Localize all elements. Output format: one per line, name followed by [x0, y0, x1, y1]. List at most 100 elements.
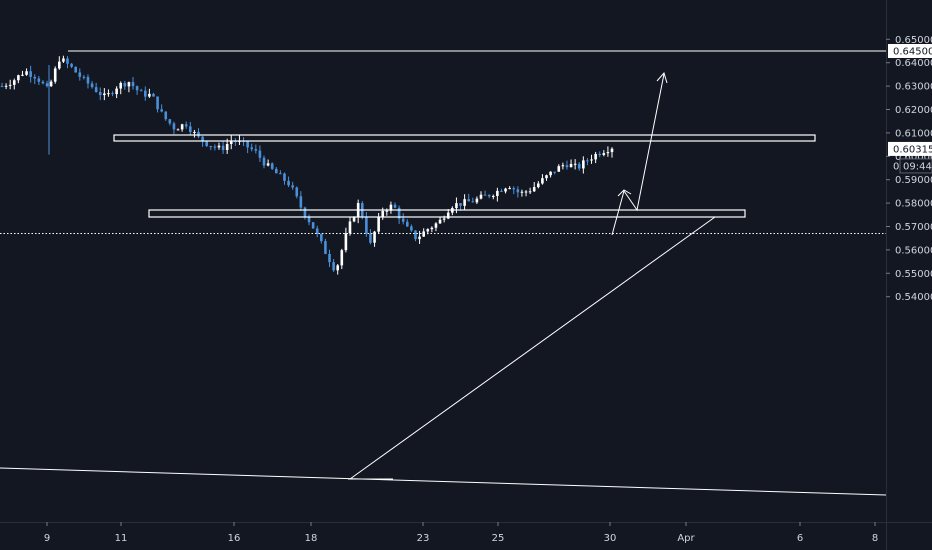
time-tick-label: 6 [797, 533, 803, 544]
candle-body [66, 58, 69, 64]
candle-body [426, 229, 430, 232]
candle-body [389, 204, 393, 211]
candle-body [594, 153, 597, 160]
candle-body [82, 76, 86, 78]
candle-body [123, 82, 127, 87]
candle-body [590, 159, 593, 161]
candle-body [446, 212, 450, 219]
candle-body [344, 233, 348, 251]
candle-body [58, 61, 61, 69]
candle-body [17, 75, 20, 81]
candle-body [602, 153, 606, 155]
candle-body [414, 230, 417, 240]
candle-body [291, 185, 294, 188]
candle-body [21, 74, 24, 76]
candle-body [299, 196, 303, 208]
candle-body [221, 145, 225, 150]
candle-body [37, 78, 41, 82]
candle-body [586, 160, 589, 162]
time-tick-label: 25 [492, 533, 505, 544]
candle-body [352, 217, 356, 222]
projection-path [611, 73, 665, 236]
candle-body [225, 144, 229, 150]
candle-body [303, 207, 307, 217]
candle-body [197, 131, 200, 137]
candle-body [541, 178, 544, 184]
candle-body [217, 145, 221, 148]
current-price-tag-bg [888, 141, 932, 156]
candle-body [78, 72, 82, 77]
candle-body [406, 221, 409, 227]
candle-body [369, 233, 372, 243]
candle-body [62, 58, 65, 62]
time-tick-label: Apr [677, 533, 695, 544]
candle-body [250, 147, 254, 150]
candle-body [504, 188, 507, 192]
candle-body [328, 253, 331, 263]
candle-body [283, 173, 286, 181]
projection-arrow-small [617, 189, 632, 197]
candle-body [274, 168, 278, 174]
time-tick-label: 30 [604, 533, 617, 544]
candle-body [193, 131, 196, 133]
candle-body [315, 228, 319, 234]
candle-body [467, 199, 471, 202]
candle-body [422, 231, 425, 237]
candle-body [500, 190, 503, 192]
candle-body [418, 236, 421, 240]
candle-body [41, 81, 45, 84]
candle-body [545, 175, 548, 179]
candle-body [111, 93, 114, 95]
candle-body [496, 190, 499, 196]
candles-layer [0, 55, 614, 275]
countdown-timer-bg [899, 158, 932, 174]
candle-body [610, 148, 614, 153]
candle-body [53, 68, 57, 82]
candle-body [606, 152, 610, 154]
projection-arrow-head [656, 71, 668, 84]
candle-body [45, 83, 49, 87]
candle-body [33, 76, 37, 79]
candle-body [172, 123, 176, 130]
candle-body [209, 146, 213, 148]
candle-body [397, 207, 401, 219]
candle-body [98, 91, 102, 96]
candle-body [49, 81, 53, 87]
candle-body [70, 63, 73, 67]
candle-body [94, 87, 98, 92]
upper-zone-box [113, 134, 816, 142]
price-tags: 0.64500 0.60315 09:44 0 [888, 44, 932, 174]
candle-body [266, 163, 270, 166]
candle-body [262, 157, 266, 166]
candle-body [455, 203, 458, 209]
candle-body [516, 189, 520, 193]
candle-body [479, 194, 483, 199]
time-axis[interactable]: 9 11 16 18 23 25 30 Apr 6 8 [0, 522, 932, 544]
time-tick-label: 18 [305, 533, 318, 544]
candle-body [254, 149, 258, 151]
candle-body [442, 218, 446, 220]
candle-body [577, 163, 581, 169]
candle-body [4, 85, 8, 87]
candle-body [176, 129, 180, 131]
candle-body [557, 166, 561, 172]
candle-body [164, 111, 168, 120]
candle-body [8, 84, 12, 86]
candle-body [131, 82, 135, 87]
candle-body [258, 150, 262, 158]
candle-body [107, 93, 110, 95]
candle-body [483, 194, 487, 196]
candle-body [119, 82, 123, 89]
candle-body [381, 210, 385, 217]
